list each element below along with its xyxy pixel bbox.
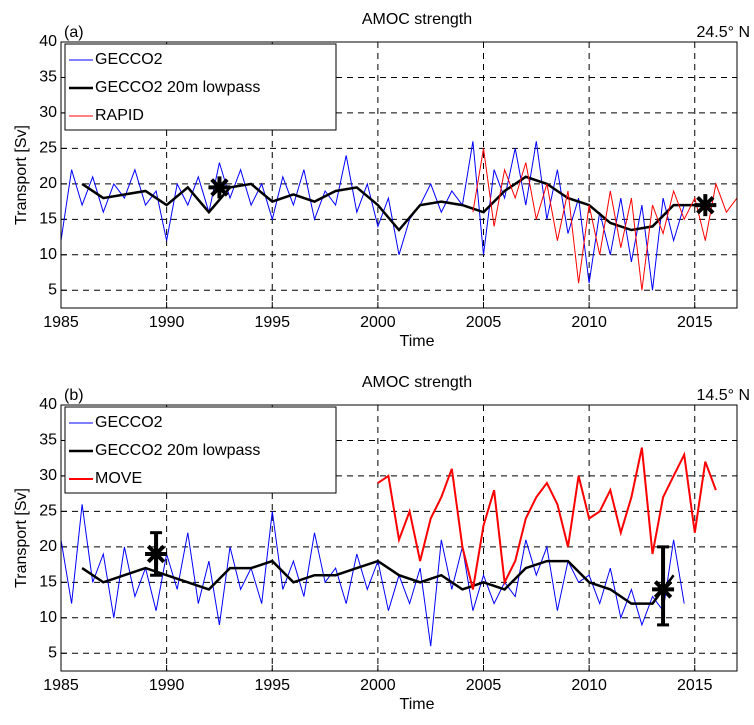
data-line <box>472 148 737 291</box>
legend-label: GECCO2 <box>95 414 163 431</box>
data-line <box>377 447 717 590</box>
y-tick-label: 20 <box>39 538 57 555</box>
panel-label: (a) <box>64 24 84 41</box>
panel-label: (b) <box>64 387 84 404</box>
data-line <box>81 559 675 605</box>
x-tick-label: 2010 <box>571 314 607 331</box>
annotation: 24.5° N <box>696 24 750 41</box>
y-tick-label: 25 <box>39 503 57 520</box>
y-tick-label: 10 <box>39 246 57 263</box>
y-tick-label: 5 <box>48 281 57 298</box>
data-line <box>61 504 685 647</box>
y-tick-label: 5 <box>48 644 57 661</box>
y-tick-label: 25 <box>39 140 57 157</box>
x-tick-label: 1985 <box>43 677 79 694</box>
data-line <box>61 141 685 291</box>
legend-box <box>64 406 337 494</box>
star-marker <box>208 176 231 199</box>
x-tick-label: 2005 <box>466 677 502 694</box>
legend-label: RAPID <box>95 107 144 124</box>
axes-frame <box>60 404 738 672</box>
legend-label: MOVE <box>95 470 142 487</box>
y-axis-label: Transport [Sv] <box>13 125 30 225</box>
chart-title: AMOC strength <box>362 11 472 28</box>
x-tick-label: 1995 <box>254 677 290 694</box>
y-tick-label: 15 <box>39 211 57 228</box>
x-tick-label: 2000 <box>360 314 396 331</box>
x-tick-label: 1990 <box>149 314 185 331</box>
x-tick-label: 1985 <box>43 314 79 331</box>
y-tick-label: 10 <box>39 609 57 626</box>
y-tick-label: 40 <box>39 33 57 50</box>
y-axis-label: Transport [Sv] <box>13 488 30 588</box>
x-tick-label: 2005 <box>466 314 502 331</box>
x-axis-label: Time <box>400 333 435 350</box>
x-tick-label: 2010 <box>571 677 607 694</box>
data-line <box>81 175 716 232</box>
y-tick-label: 35 <box>39 432 57 449</box>
x-tick-label: 2015 <box>677 677 713 694</box>
axes-frame <box>60 41 738 309</box>
chart-title: AMOC strength <box>362 374 472 391</box>
x-tick-label: 2000 <box>360 677 396 694</box>
x-tick-label: 2015 <box>677 314 713 331</box>
star-marker <box>652 578 675 601</box>
x-tick-label: 1995 <box>254 314 290 331</box>
star-marker <box>694 194 717 217</box>
star-marker <box>145 542 168 565</box>
legend-label: GECCO2 20m lowpass <box>95 79 260 96</box>
x-tick-label: 1990 <box>149 677 185 694</box>
y-tick-label: 20 <box>39 175 57 192</box>
legend-label: GECCO2 20m lowpass <box>95 442 260 459</box>
legend-box <box>64 43 337 131</box>
y-tick-label: 30 <box>39 467 57 484</box>
y-tick-label: 15 <box>39 574 57 591</box>
y-tick-label: 40 <box>39 396 57 413</box>
annotation: 14.5° N <box>696 387 750 404</box>
legend-label: GECCO2 <box>95 51 163 68</box>
x-axis-label: Time <box>400 696 435 713</box>
y-tick-label: 35 <box>39 69 57 86</box>
y-tick-label: 30 <box>39 104 57 121</box>
